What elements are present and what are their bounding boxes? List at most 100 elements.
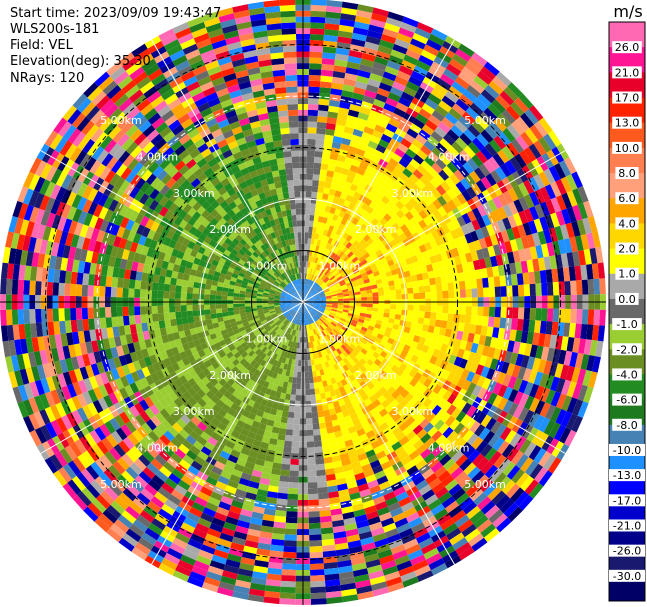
velocity-cell <box>537 257 546 271</box>
velocity-cell <box>342 264 350 271</box>
velocity-cell <box>318 98 330 106</box>
velocity-cell <box>310 310 315 316</box>
velocity-cell <box>539 402 551 418</box>
velocity-cell <box>395 289 402 295</box>
velocity-cell <box>310 580 326 588</box>
velocity-cell <box>318 492 329 500</box>
velocity-cell <box>515 116 530 132</box>
velocity-cell <box>375 249 383 257</box>
velocity-cell <box>395 249 403 257</box>
velocity-cell <box>379 172 389 182</box>
velocity-cell <box>578 249 587 266</box>
velocity-cell <box>528 369 538 384</box>
velocity-cell <box>354 308 361 313</box>
velocity-cell <box>434 465 447 478</box>
velocity-cell <box>325 319 331 325</box>
velocity-cell <box>367 373 376 382</box>
velocity-cell <box>374 274 382 281</box>
velocity-cell <box>455 137 468 150</box>
velocity-cell <box>313 275 317 282</box>
velocity-cell <box>312 291 318 296</box>
velocity-cell <box>110 286 118 298</box>
velocity-cell <box>330 88 343 96</box>
velocity-cell <box>483 527 500 543</box>
velocity-cell <box>345 120 356 129</box>
velocity-cell <box>366 303 373 308</box>
velocity-cell <box>586 263 594 280</box>
velocity-cell <box>543 133 557 150</box>
velocity-cell <box>318 210 325 218</box>
velocity-cell <box>341 261 348 268</box>
velocity-cell <box>354 123 366 132</box>
velocity-cell <box>355 324 363 330</box>
velocity-cell <box>290 388 297 395</box>
velocity-cell <box>431 364 440 375</box>
velocity-cell <box>334 326 340 333</box>
velocity-cell <box>334 59 348 68</box>
velocity-cell <box>308 226 313 233</box>
velocity-cell <box>293 371 298 378</box>
velocity-cell <box>313 168 321 175</box>
velocity-cell <box>316 264 321 271</box>
velocity-cell <box>354 291 361 296</box>
velocity-cell <box>472 333 481 345</box>
velocity-cell <box>397 407 408 418</box>
velocity-cell <box>330 310 337 314</box>
velocity-cell <box>436 305 443 313</box>
velocity-cell <box>334 124 346 133</box>
velocity-cell <box>392 273 400 281</box>
velocity-cell <box>409 387 419 397</box>
velocity-cell <box>425 411 436 423</box>
velocity-cell <box>502 217 512 231</box>
velocity-cell <box>586 324 594 341</box>
velocity-cell <box>566 397 578 414</box>
velocity-cell <box>448 107 462 121</box>
velocity-cell <box>315 463 326 471</box>
velocity-cell <box>308 302 315 304</box>
velocity-cell <box>385 162 396 173</box>
velocity-cell <box>93 285 100 297</box>
velocity-cell <box>591 324 600 341</box>
velocity-cell <box>312 282 317 288</box>
velocity-cell <box>534 385 545 401</box>
velocity-cell <box>514 153 527 169</box>
velocity-cell <box>412 169 424 180</box>
velocity-cell <box>446 321 454 330</box>
velocity-cell <box>568 266 577 281</box>
velocity-cell <box>352 128 364 138</box>
velocity-cell <box>394 147 406 158</box>
velocity-cell <box>340 284 347 289</box>
velocity-cell <box>221 291 228 297</box>
velocity-cell <box>309 545 323 553</box>
velocity-cell <box>343 295 350 299</box>
velocity-cell <box>564 280 571 296</box>
velocity-cell <box>428 114 442 127</box>
velocity-cell <box>507 82 523 98</box>
velocity-cell <box>424 155 436 167</box>
velocity-cell <box>307 293 312 299</box>
velocity-cell <box>506 307 513 319</box>
velocity-cell <box>304 237 309 244</box>
velocity-cell <box>589 247 598 264</box>
velocity-cell <box>431 404 442 416</box>
velocity-cell <box>593 278 601 295</box>
velocity-cell <box>312 244 317 252</box>
velocity-cell <box>331 76 345 85</box>
velocity-cell <box>345 355 353 363</box>
velocity-cell <box>343 305 350 309</box>
velocity-cell <box>382 230 391 239</box>
velocity-cell <box>346 115 358 124</box>
velocity-cell <box>405 416 416 427</box>
velocity-cell <box>466 371 476 383</box>
velocity-cell <box>327 317 333 322</box>
velocity-cell <box>461 213 472 225</box>
velocity-cell <box>319 169 328 176</box>
velocity-cell <box>402 344 411 353</box>
velocity-cell <box>403 365 413 375</box>
velocity-cell <box>488 286 496 298</box>
velocity-cell <box>304 377 310 384</box>
velocity-cell <box>306 306 312 311</box>
velocity-cell <box>528 482 544 499</box>
velocity-cell <box>337 296 344 300</box>
velocity-cell <box>215 304 222 309</box>
